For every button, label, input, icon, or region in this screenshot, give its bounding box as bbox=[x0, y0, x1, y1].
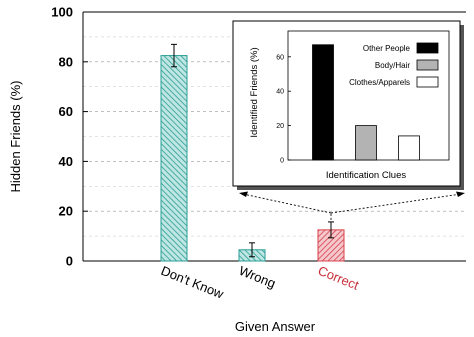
inset-y-axis-title: Identified Friends (%) bbox=[249, 47, 260, 137]
legend-swatch bbox=[416, 59, 439, 71]
y-axis-title: Hidden Friends (%) bbox=[8, 81, 23, 193]
y-tick-label: 40 bbox=[59, 154, 73, 169]
x-category-label: Correct bbox=[316, 263, 361, 293]
connector-line bbox=[242, 193, 332, 214]
inset-y-tick-label: 40 bbox=[276, 89, 284, 96]
y-tick-label: 100 bbox=[51, 5, 73, 20]
inset-bar bbox=[355, 125, 377, 161]
y-tick-label: 60 bbox=[59, 104, 73, 119]
inset-bar bbox=[312, 44, 334, 161]
inset-y-tick-label: 0 bbox=[280, 158, 284, 165]
x-axis-title: Given Answer bbox=[235, 319, 316, 334]
legend-label: Clothes/Apparels bbox=[349, 78, 410, 87]
legend-swatch bbox=[416, 76, 439, 88]
inset-bar bbox=[398, 135, 420, 161]
inset-y-tick-label: 60 bbox=[276, 54, 284, 61]
legend-label: Other People bbox=[363, 44, 411, 53]
connector-arrowhead bbox=[239, 191, 248, 197]
y-tick-label: 80 bbox=[59, 54, 73, 69]
connector-arrowhead bbox=[456, 191, 465, 197]
x-category-label: Don't Know bbox=[159, 263, 226, 302]
inset-y-tick-label: 20 bbox=[276, 123, 284, 130]
x-category-label: Wrong bbox=[237, 263, 278, 291]
y-tick-label: 0 bbox=[66, 254, 73, 269]
y-tick-label: 20 bbox=[59, 204, 73, 219]
connector-line bbox=[330, 193, 462, 214]
legend-swatch bbox=[416, 42, 439, 54]
legend-label: Body/Hair bbox=[375, 61, 410, 70]
bar bbox=[160, 55, 188, 262]
inset-x-axis-title: Identification Clues bbox=[326, 170, 407, 181]
